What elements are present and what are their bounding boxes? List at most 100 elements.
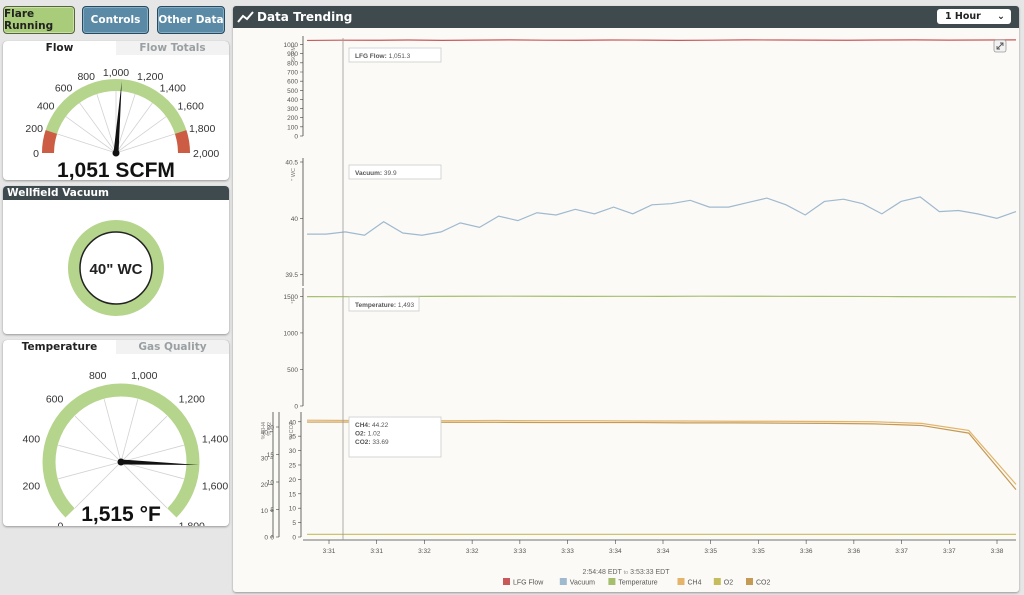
time-range-select[interactable]: 1 Hour ⌄ [937, 9, 1011, 24]
flare-status-button[interactable]: Flare Running [3, 6, 75, 34]
flow-gauge-tick-label: 0 [33, 148, 39, 160]
x-axis-tick-label: 3:35 [704, 548, 717, 555]
flow-gauge-low-alarm [42, 130, 58, 154]
y-axis-tick-label: 5 [270, 507, 274, 514]
temperature-gauge-tick [120, 444, 184, 463]
controls-button[interactable]: Controls [82, 6, 149, 34]
y-axis-tick-label: 30 [289, 448, 297, 455]
y-axis-tick-label: 0 [264, 535, 268, 542]
flow-gauge-tick-label: 2,000 [193, 148, 219, 160]
flow-readout: 1,051 SCFM [57, 159, 175, 180]
flow-gauge-tick-label: 200 [25, 123, 43, 135]
tab-gas-quality[interactable]: Gas Quality [116, 340, 229, 354]
temperature-gauge-tick-label: 600 [46, 393, 64, 405]
temperature-gauge-band [42, 383, 200, 518]
legend-swatch [713, 578, 721, 585]
tooltip-flow [348, 47, 442, 63]
legend-label[interactable]: Vacuum [570, 580, 595, 587]
x-axis-tick-label: 3:38 [991, 548, 1004, 555]
y-axis-tick-label: 40 [261, 429, 269, 436]
tab-flow-totals[interactable]: Flow Totals [116, 41, 229, 55]
x-axis-tick-label: 3:36 [800, 548, 813, 555]
y-axis-tick-label: 5 [292, 520, 296, 527]
temperature-gauge-tick-label: 1,000 [131, 370, 157, 382]
flow-card: Flow Flow Totals 0 200 400 600 800 1,000 1,200… [3, 41, 229, 180]
flow-gauge-tick-label: 1,400 [160, 82, 186, 94]
flow-gauge-tick-label: 1,600 [178, 100, 204, 112]
flow-gauge-hub [112, 149, 120, 157]
temperature-gauge-tick [74, 415, 122, 463]
series-line-temperature [306, 295, 1017, 298]
tooltip-gas-text: CH4: 44.22 [355, 422, 389, 429]
flow-gauge-tick-label: 1,000 [103, 67, 129, 79]
y-axis-tick-label: 20 [289, 477, 297, 484]
y-axis-tick-label: 900 [287, 51, 298, 58]
x-axis-tick-label: 3:32 [466, 548, 479, 555]
tooltip-gas [348, 416, 442, 458]
temperature-gauge-tick [103, 399, 122, 463]
y-axis-tick-label: 40 [289, 419, 297, 426]
y-axis-tick-label: 1000 [284, 330, 299, 337]
tooltip-vacuum-text: Vacuum: 39.9 [355, 170, 397, 177]
y-axis-tick-label: 500 [287, 88, 298, 95]
temperature-gauge-tick-label: 200 [23, 480, 41, 492]
y-axis-tick-label: 600 [287, 79, 298, 86]
flow-gauge-tick [115, 102, 153, 154]
flow-gauge-tick [79, 102, 117, 154]
flow-gauge-needle [113, 81, 122, 154]
flow-gauge-tick-label: 800 [77, 71, 95, 83]
legend-label[interactable]: CH4 [688, 580, 702, 587]
y-axis-tick-label: 200 [287, 115, 298, 122]
y-axis-tick-label: 10 [261, 508, 269, 515]
series-line-vacuum [307, 196, 1017, 236]
tab-flow[interactable]: Flow [3, 41, 116, 55]
legend-label[interactable]: LFG Flow [513, 580, 544, 587]
x-axis-tick-label: 3:32 [418, 548, 431, 555]
y-axis-tick-label: 20 [261, 482, 269, 489]
tab-temperature[interactable]: Temperature [3, 340, 116, 354]
flow-gauge-band [42, 79, 190, 154]
time-range-value: 1 Hour [945, 11, 981, 22]
y-axis-unit: % CH4 [261, 422, 267, 439]
flow-gauge-tick [96, 93, 117, 154]
vacuum-ring-inner [79, 231, 153, 305]
temperature-gauge-tick-label: 1,600 [202, 480, 228, 492]
legend-label[interactable]: Temperature [618, 580, 657, 587]
tooltip-flow-text: LFG Flow: 1,051.3 [355, 53, 411, 60]
y-axis-tick-label: 25 [289, 462, 297, 469]
temperature-readout: 1,515 °F [81, 503, 161, 526]
y-axis-tick-label: 500 [287, 367, 298, 374]
y-axis-tick-label: 10 [267, 480, 275, 487]
temperature-gauge-tick [58, 444, 122, 463]
temperature-gauge-tick-label: 0 [58, 521, 64, 526]
temperature-gauge-tick [120, 461, 168, 509]
temperature-card: Temperature Gas Quality 0 200 400 600 800 1,0… [3, 340, 229, 526]
legend-swatch [503, 578, 510, 585]
y-axis-tick-label: 0 [294, 134, 298, 141]
vacuum-readout: 40" WC [90, 261, 143, 278]
temperature-gauge-tick [58, 461, 122, 480]
panel-title: Data Trending [257, 10, 353, 24]
legend-label[interactable]: O2 [724, 580, 733, 587]
tooltip-gas-text: O2: 1.02 [355, 431, 381, 438]
temperature-gauge-tick-label: 1,200 [179, 393, 205, 405]
y-axis-tick-label: 10 [289, 506, 297, 513]
vacuum-card: Wellfield Vacuum 40" WC [3, 186, 229, 334]
legend-swatch [677, 578, 685, 585]
y-axis-tick-label: 400 [287, 97, 298, 104]
series-line-lfg-flow [306, 39, 1017, 42]
vacuum-title: Wellfield Vacuum [7, 187, 109, 199]
y-axis-unit: " WC [291, 168, 297, 181]
x-axis-tick-label: 3:33 [561, 548, 574, 555]
flow-gauge-tick-label: 600 [55, 82, 73, 94]
temperature-gauge-tick-label: 400 [23, 434, 41, 446]
legend-swatch [746, 578, 753, 585]
vacuum-ring-outer [68, 220, 164, 316]
y-axis-tick-label: 0 [292, 535, 296, 542]
x-axis-tick-label: 3:37 [943, 548, 956, 555]
temperature-gauge-tick [120, 415, 168, 463]
legend-label[interactable]: CO2 [756, 580, 771, 587]
x-axis-tick-label: 3:33 [514, 548, 527, 555]
other-data-button[interactable]: Other Data [157, 6, 225, 34]
